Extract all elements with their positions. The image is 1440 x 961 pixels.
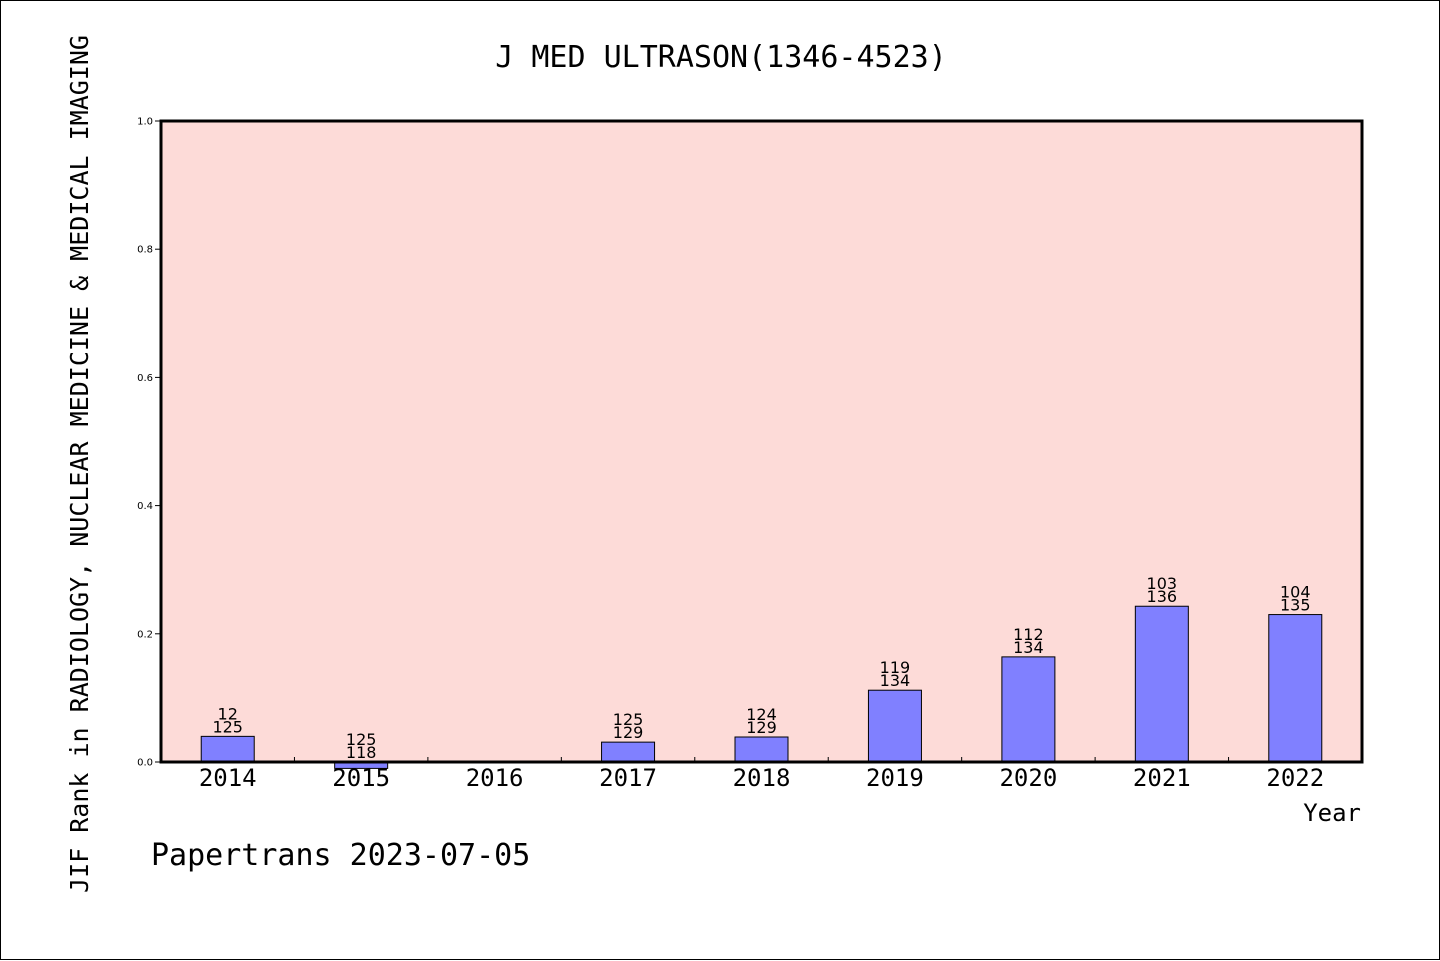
x-tick-label: 2015 [332,764,390,792]
bar [867,689,922,763]
y-tick-label: 0.8 [137,245,153,256]
x-axis-label: Year [1303,799,1361,827]
data-label-total: 135 [1280,596,1311,615]
y-tick-label: 0.6 [137,373,153,384]
data-label-rank: 103 [1147,574,1178,593]
data-label-total: 134 [1013,638,1044,657]
y-tick-label: 0.2 [137,629,153,640]
x-tick-label: 2020 [999,764,1057,792]
data-label-total: 136 [1147,587,1178,606]
bar [1001,656,1056,763]
data-label-rank: 12 [218,704,238,723]
x-tick-label: 2016 [466,764,524,792]
bar [200,735,255,763]
x-tick-label: 2014 [199,764,257,792]
bar [734,736,789,763]
data-label-rank: 104 [1280,583,1311,602]
x-tick-label: 2022 [1266,764,1324,792]
data-label-total: 134 [880,671,911,690]
y-tick-label: 1.0 [137,117,153,128]
data-label-rank: 125 [346,730,377,749]
x-tick-label: 2017 [599,764,657,792]
data-label-total: 129 [746,718,777,737]
data-label-rank: 124 [746,705,777,724]
data-label-total: 118 [346,743,377,762]
y-tick-label: 0.0 [137,758,153,769]
bar [601,741,656,763]
data-label-rank: 112 [1013,625,1044,644]
data-label-total: 129 [613,723,644,742]
data-label-total: 125 [212,717,243,736]
x-tick-label: 2021 [1133,764,1191,792]
data-label-rank: 125 [613,710,644,729]
credit-text: Papertrans 2023-07-05 [151,838,530,873]
data-label-rank: 119 [880,658,911,677]
bar [1134,605,1189,763]
bar [1268,614,1323,763]
x-tick-label: 2018 [733,764,791,792]
plot-border [159,119,1364,764]
y-tick-label: 0.4 [137,501,153,512]
x-tick-label: 2019 [866,764,924,792]
y-axis-label: JIF Rank in RADIOLOGY, NUCLEAR MEDICINE … [65,35,94,893]
chart-title: J MED ULTRASON(1346-4523) [495,40,947,75]
